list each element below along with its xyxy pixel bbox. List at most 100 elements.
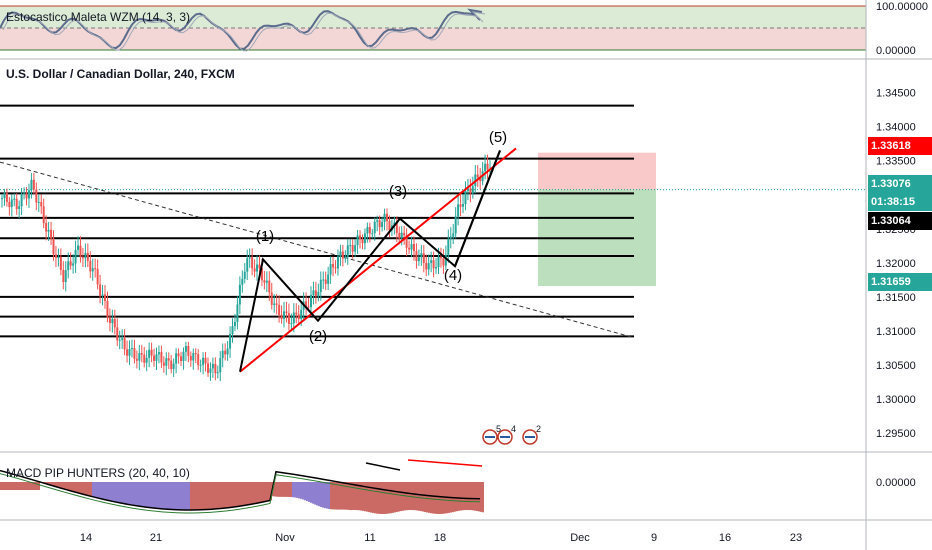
macd-histogram-bar xyxy=(166,482,168,510)
macd-histogram-bar xyxy=(268,482,270,501)
candle-body xyxy=(64,270,67,282)
macd-histogram-bar xyxy=(284,482,286,497)
macd-histogram-bar xyxy=(100,482,102,499)
candle-body xyxy=(273,303,276,305)
macd-histogram-bar xyxy=(208,482,210,510)
macd-histogram-bar xyxy=(104,482,106,500)
macd-histogram-bar xyxy=(336,482,338,510)
macd-histogram-bar xyxy=(148,482,150,508)
candle-body xyxy=(447,238,450,255)
time-tick-label: 21 xyxy=(150,532,162,544)
macd-histogram-bar xyxy=(216,482,218,509)
macd-histogram-bar xyxy=(36,482,38,490)
macd-histogram-bar xyxy=(190,482,192,510)
candle-body xyxy=(366,227,369,234)
macd-histogram-bar xyxy=(220,482,222,509)
stop-price-marker: 1.33618 xyxy=(868,137,932,155)
economic-event-badge: 4 xyxy=(497,424,516,445)
macd-histogram-bar xyxy=(180,482,182,510)
time-tick-label: 9 xyxy=(651,532,657,544)
macd-histogram-bar xyxy=(176,482,178,510)
candle-body xyxy=(479,177,482,182)
macd-histogram-bar xyxy=(374,482,376,514)
wave-label: (3) xyxy=(389,183,407,200)
candle-body xyxy=(444,254,447,266)
macd-histogram-bar xyxy=(102,482,104,500)
candle-body xyxy=(300,309,303,319)
macd-histogram-bar xyxy=(174,482,176,510)
macd-histogram-bar xyxy=(392,482,394,513)
candle-body xyxy=(35,189,38,203)
candle-body xyxy=(373,221,376,234)
candle-body xyxy=(459,204,462,207)
candle-body xyxy=(126,349,129,356)
candle-body xyxy=(238,284,241,305)
candle-body xyxy=(336,256,339,269)
macd-histogram-bar xyxy=(412,482,414,511)
macd-histogram-bar xyxy=(472,482,474,511)
event-count: 2 xyxy=(536,424,541,434)
macd-histogram-bar xyxy=(44,482,46,484)
macd-histogram-bar xyxy=(396,482,398,512)
candle-body xyxy=(13,198,16,200)
candle-body xyxy=(439,256,442,259)
macd-signal-line xyxy=(0,473,481,514)
macd-histogram-bar xyxy=(82,482,84,494)
price-tick-label: 1.34500 xyxy=(876,88,916,100)
macd-histogram-bar xyxy=(118,482,120,503)
macd-histogram-bar xyxy=(372,482,374,513)
macd-histogram-bar xyxy=(224,482,226,509)
event-count: 4 xyxy=(511,424,516,434)
macd-histogram-bar xyxy=(24,482,26,490)
macd-histogram-bar xyxy=(136,482,138,506)
candle-body xyxy=(290,323,293,325)
candle-body xyxy=(329,264,332,275)
candle-body xyxy=(91,268,94,272)
macd-histogram-bar xyxy=(140,482,142,507)
candle-body xyxy=(422,253,425,263)
last-price-marker: 1.33064 xyxy=(868,212,932,230)
macd-histogram-bar xyxy=(262,482,264,503)
candle-body xyxy=(133,348,136,359)
candle-body xyxy=(412,244,415,252)
candle-body xyxy=(204,357,207,364)
wave-trendline xyxy=(239,147,517,373)
macd-histogram-bar xyxy=(62,482,64,489)
candle-body xyxy=(327,274,330,284)
candle-body xyxy=(256,264,259,272)
macd-histogram-bar xyxy=(106,482,108,500)
candle-body xyxy=(81,257,84,259)
candle-body xyxy=(62,269,65,282)
price-tick-label: 1.33500 xyxy=(876,156,916,168)
macd-histogram-bar xyxy=(302,482,304,500)
macd-histogram-bar xyxy=(458,482,460,511)
macd-histogram-bar xyxy=(198,482,200,510)
macd-histogram-bar xyxy=(252,482,254,505)
macd-histogram-bar xyxy=(330,482,332,510)
macd-histogram-bar xyxy=(110,482,112,501)
macd-divergence-line xyxy=(365,462,401,471)
candle-body xyxy=(194,353,197,355)
time-tick-label: 23 xyxy=(790,532,802,544)
macd-histogram-bar xyxy=(410,482,412,510)
candle-body xyxy=(84,252,87,259)
candle-body xyxy=(160,352,163,363)
macd-histogram-bar xyxy=(170,482,172,510)
candle-body xyxy=(123,338,126,350)
candle-body xyxy=(101,294,104,296)
candle-body xyxy=(314,290,317,297)
macd-histogram-bar xyxy=(322,482,324,508)
candle-body xyxy=(77,245,80,250)
candle-body xyxy=(349,245,352,247)
macd-histogram-bar xyxy=(152,482,154,508)
candle-body xyxy=(57,257,60,259)
candle-body xyxy=(400,232,403,239)
macd-histogram-bar xyxy=(274,482,276,497)
macd-histogram-bar xyxy=(394,482,396,513)
macd-histogram-bar xyxy=(462,482,464,511)
macd-histogram-bar xyxy=(56,482,58,487)
macd-histogram-bar xyxy=(428,482,430,513)
macd-histogram-bar xyxy=(360,482,362,511)
candle-body xyxy=(346,245,349,257)
